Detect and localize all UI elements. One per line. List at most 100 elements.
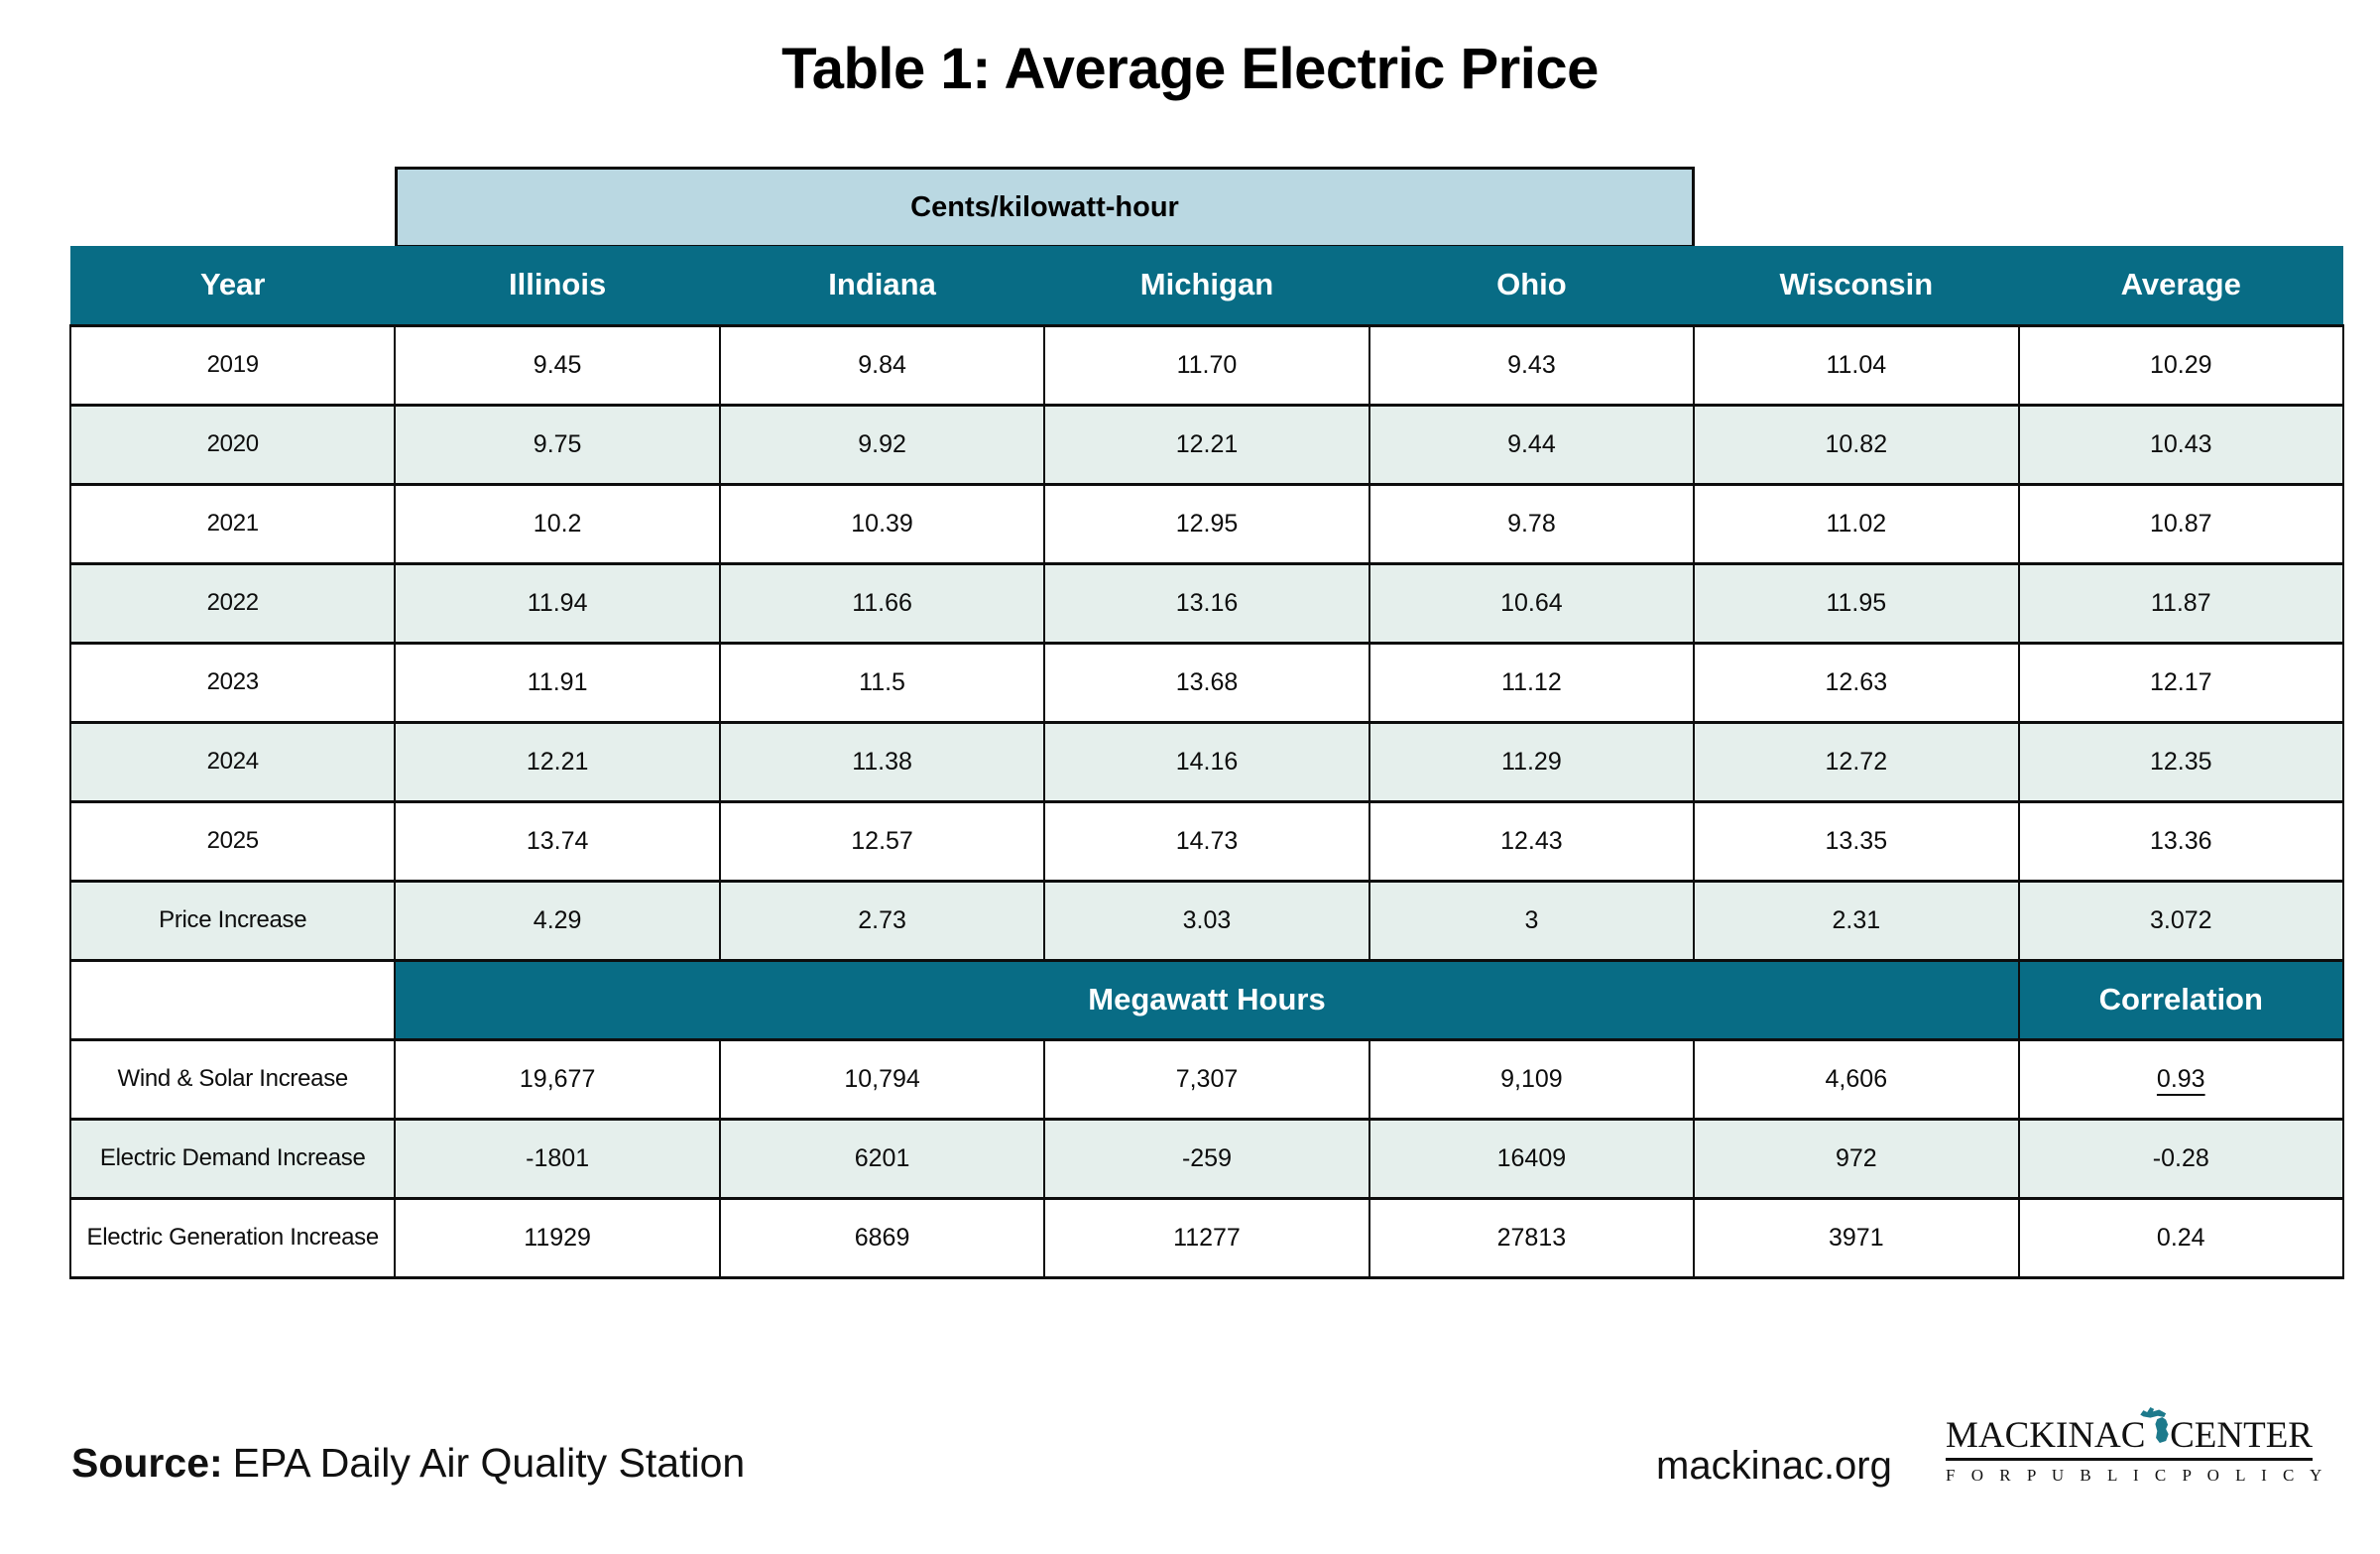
correlation-band: Correlation xyxy=(2017,958,2345,1041)
value-cell: 11.94 xyxy=(394,561,721,645)
unit-band: Cents/kilowatt-hour xyxy=(395,167,1695,248)
value-cell: 10.87 xyxy=(2017,482,2345,565)
logo-divider xyxy=(1946,1458,2313,1461)
value-cell: -1801 xyxy=(394,1117,721,1200)
value-cell: 11.95 xyxy=(1693,561,2020,645)
value-cell: 27813 xyxy=(1368,1196,1696,1279)
value-cell: 10.29 xyxy=(2017,323,2345,407)
value-cell: 11.87 xyxy=(2017,561,2345,645)
section-band-body: Megawatt Hours Correlation xyxy=(68,958,2345,1041)
value-cell: 9.45 xyxy=(394,323,721,407)
value-cell: 11.38 xyxy=(718,720,1046,803)
value-cell: 11.02 xyxy=(1693,482,2020,565)
row-label-cell: 2022 xyxy=(68,561,397,645)
logo-subline: F O R P U B L I C P O L I C Y xyxy=(1946,1466,2328,1485)
value-cell: 9.84 xyxy=(718,323,1046,407)
value-cell: 4.29 xyxy=(394,879,721,962)
value-cell: 14.16 xyxy=(1043,720,1370,803)
megawatt-rows-body: Wind & Solar Increase 19,677 10,794 7,307 9,… xyxy=(68,1037,2345,1279)
source-line: Source: EPA Daily Air Quality Station xyxy=(71,1440,745,1487)
logo-word-center: CENTER xyxy=(2170,1415,2313,1456)
row-label-cell: 2020 xyxy=(68,403,397,486)
value-cell: 10.64 xyxy=(1368,561,1696,645)
table-row: Wind & Solar Increase 19,677 10,794 7,307 9,… xyxy=(68,1037,2345,1121)
correlation-cell: 0.93 xyxy=(2017,1037,2345,1121)
row-label-cell: 2021 xyxy=(68,482,397,565)
column-header-average: Average xyxy=(2018,246,2343,327)
value-cell: 3 xyxy=(1368,879,1696,962)
value-cell: 12.57 xyxy=(718,799,1046,883)
column-header-illinois: Illinois xyxy=(395,246,720,327)
website-url: mackinac.org xyxy=(1656,1444,1892,1488)
source-text: EPA Daily Air Quality Station xyxy=(232,1440,746,1486)
table-row: Electric Generation Increase 11929 6869 112… xyxy=(68,1196,2345,1279)
value-cell: 9.43 xyxy=(1368,323,1696,407)
row-label-cell: Price Increase xyxy=(68,879,397,962)
table-row: 2019 9.45 9.84 11.70 9.43 11.04 10.29 xyxy=(68,323,2345,407)
table-row: Price Increase 4.29 2.73 3.03 3 2.31 3.072 xyxy=(68,879,2345,962)
table-row: 2022 11.94 11.66 13.16 10.64 11.95 11.87 xyxy=(68,561,2345,645)
value-cell: 9.44 xyxy=(1368,403,1696,486)
value-cell: 10.2 xyxy=(394,482,721,565)
value-cell: 13.68 xyxy=(1043,641,1370,724)
table-row: 2021 10.2 10.39 12.95 9.78 11.02 10.87 xyxy=(68,482,2345,565)
logo-word-mackinac: MACKINAC xyxy=(1946,1415,2146,1456)
column-header-indiana: Indiana xyxy=(719,246,1045,327)
value-cell: 9.75 xyxy=(394,403,721,486)
megawatt-hours-band: Megawatt Hours xyxy=(394,958,2020,1041)
value-cell: 14.73 xyxy=(1043,799,1370,883)
value-cell: 11.04 xyxy=(1693,323,2020,407)
value-cell: 11.70 xyxy=(1043,323,1370,407)
michigan-state-icon xyxy=(2140,1406,2170,1443)
value-cell: 7,307 xyxy=(1043,1037,1370,1121)
blank-cell xyxy=(68,958,397,1041)
table-header: Year Illinois Indiana Michigan Ohio Wisc… xyxy=(70,246,2343,327)
value-cell: 11.29 xyxy=(1368,720,1696,803)
table-row: 2023 11.91 11.5 13.68 11.12 12.63 12.17 xyxy=(68,641,2345,724)
value-cell: 972 xyxy=(1693,1117,2020,1200)
row-label-cell: Electric Generation Increase xyxy=(68,1196,397,1279)
value-cell: 12.43 xyxy=(1368,799,1696,883)
row-label-cell: 2019 xyxy=(68,323,397,407)
row-label-cell: 2025 xyxy=(68,799,397,883)
value-cell: 3.03 xyxy=(1043,879,1370,962)
value-cell: 10,794 xyxy=(718,1037,1046,1121)
value-cell: 12.72 xyxy=(1693,720,2020,803)
table-row: 2024 12.21 11.38 14.16 11.29 12.72 12.35 xyxy=(68,720,2345,803)
correlation-cell: 0.24 xyxy=(2017,1196,2345,1279)
row-label-cell: 2023 xyxy=(68,641,397,724)
column-header-year: Year xyxy=(70,246,396,327)
value-cell: 11.12 xyxy=(1368,641,1696,724)
value-cell: 11277 xyxy=(1043,1196,1370,1279)
page-title: Table 1: Average Electric Price xyxy=(781,37,1599,101)
value-cell: 2.31 xyxy=(1693,879,2020,962)
column-header-wisconsin: Wisconsin xyxy=(1694,246,2019,327)
value-cell: 13.74 xyxy=(394,799,721,883)
value-cell: 10.43 xyxy=(2017,403,2345,486)
value-cell: 6869 xyxy=(718,1196,1046,1279)
value-cell: 9.78 xyxy=(1368,482,1696,565)
table-row: Electric Demand Increase -1801 6201 -259 164… xyxy=(68,1117,2345,1200)
value-cell: 9,109 xyxy=(1368,1037,1696,1121)
section-band-row: Megawatt Hours Correlation xyxy=(68,958,2345,1041)
value-cell: 3.072 xyxy=(2017,879,2345,962)
value-cell: 12.35 xyxy=(2017,720,2345,803)
unit-band-label: Cents/kilowatt-hour xyxy=(910,190,1179,223)
row-label-cell: Wind & Solar Increase xyxy=(68,1037,397,1121)
row-label-cell: 2024 xyxy=(68,720,397,803)
table-row: 2025 13.74 12.57 14.73 12.43 13.35 13.36 xyxy=(68,799,2345,883)
value-cell: 12.95 xyxy=(1043,482,1370,565)
value-cell: 16409 xyxy=(1368,1117,1696,1200)
value-cell: 6201 xyxy=(718,1117,1046,1200)
row-label-cell: Electric Demand Increase xyxy=(68,1117,397,1200)
correlation-cell: -0.28 xyxy=(2017,1117,2345,1200)
value-cell: 9.92 xyxy=(718,403,1046,486)
value-cell: 13.36 xyxy=(2017,799,2345,883)
value-cell: 11.91 xyxy=(394,641,721,724)
value-cell: 12.21 xyxy=(1043,403,1370,486)
column-header-ohio: Ohio xyxy=(1368,246,1695,327)
value-cell: 11929 xyxy=(394,1196,721,1279)
value-cell: 11.66 xyxy=(718,561,1046,645)
value-cell: 12.21 xyxy=(394,720,721,803)
